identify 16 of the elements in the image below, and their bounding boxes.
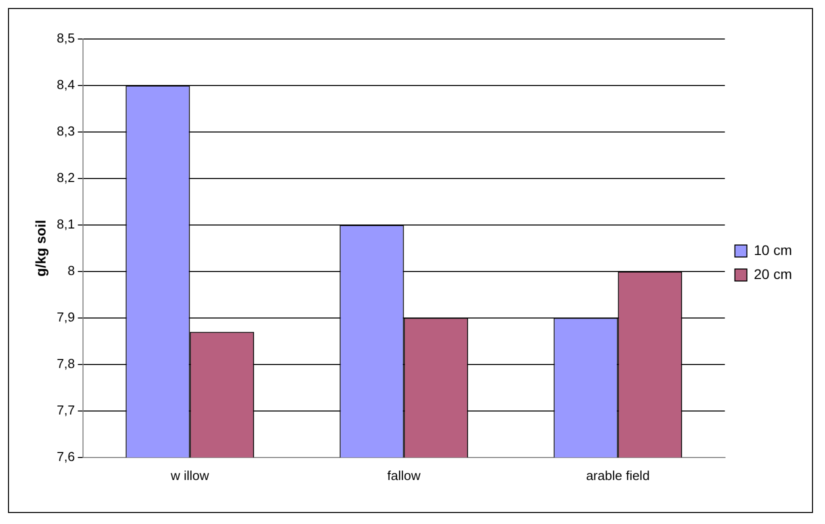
legend-label: 10 cm bbox=[754, 242, 792, 258]
y-tick-label: 7,8 bbox=[56, 356, 75, 371]
y-tick-label: 8,3 bbox=[56, 124, 75, 139]
y-tick-label: 8,5 bbox=[56, 30, 75, 46]
y-tick-label: 8 bbox=[68, 263, 75, 278]
x-tick-label: fallow bbox=[387, 468, 422, 483]
legend-label: 20 cm bbox=[754, 266, 792, 282]
x-tick-label: w illow bbox=[170, 468, 210, 483]
y-tick-label: 8,1 bbox=[56, 216, 75, 232]
y-tick-label: 8,2 bbox=[56, 170, 75, 186]
y-axis-title: g/kg soil bbox=[32, 220, 48, 277]
y-tick-label: 8,4 bbox=[56, 77, 75, 92]
y-tick-label: 7,6 bbox=[56, 448, 75, 464]
y-tick-label: 7,7 bbox=[56, 402, 75, 418]
x-tick-label: arable field bbox=[586, 468, 650, 483]
y-tick-label: 7,9 bbox=[56, 310, 75, 325]
